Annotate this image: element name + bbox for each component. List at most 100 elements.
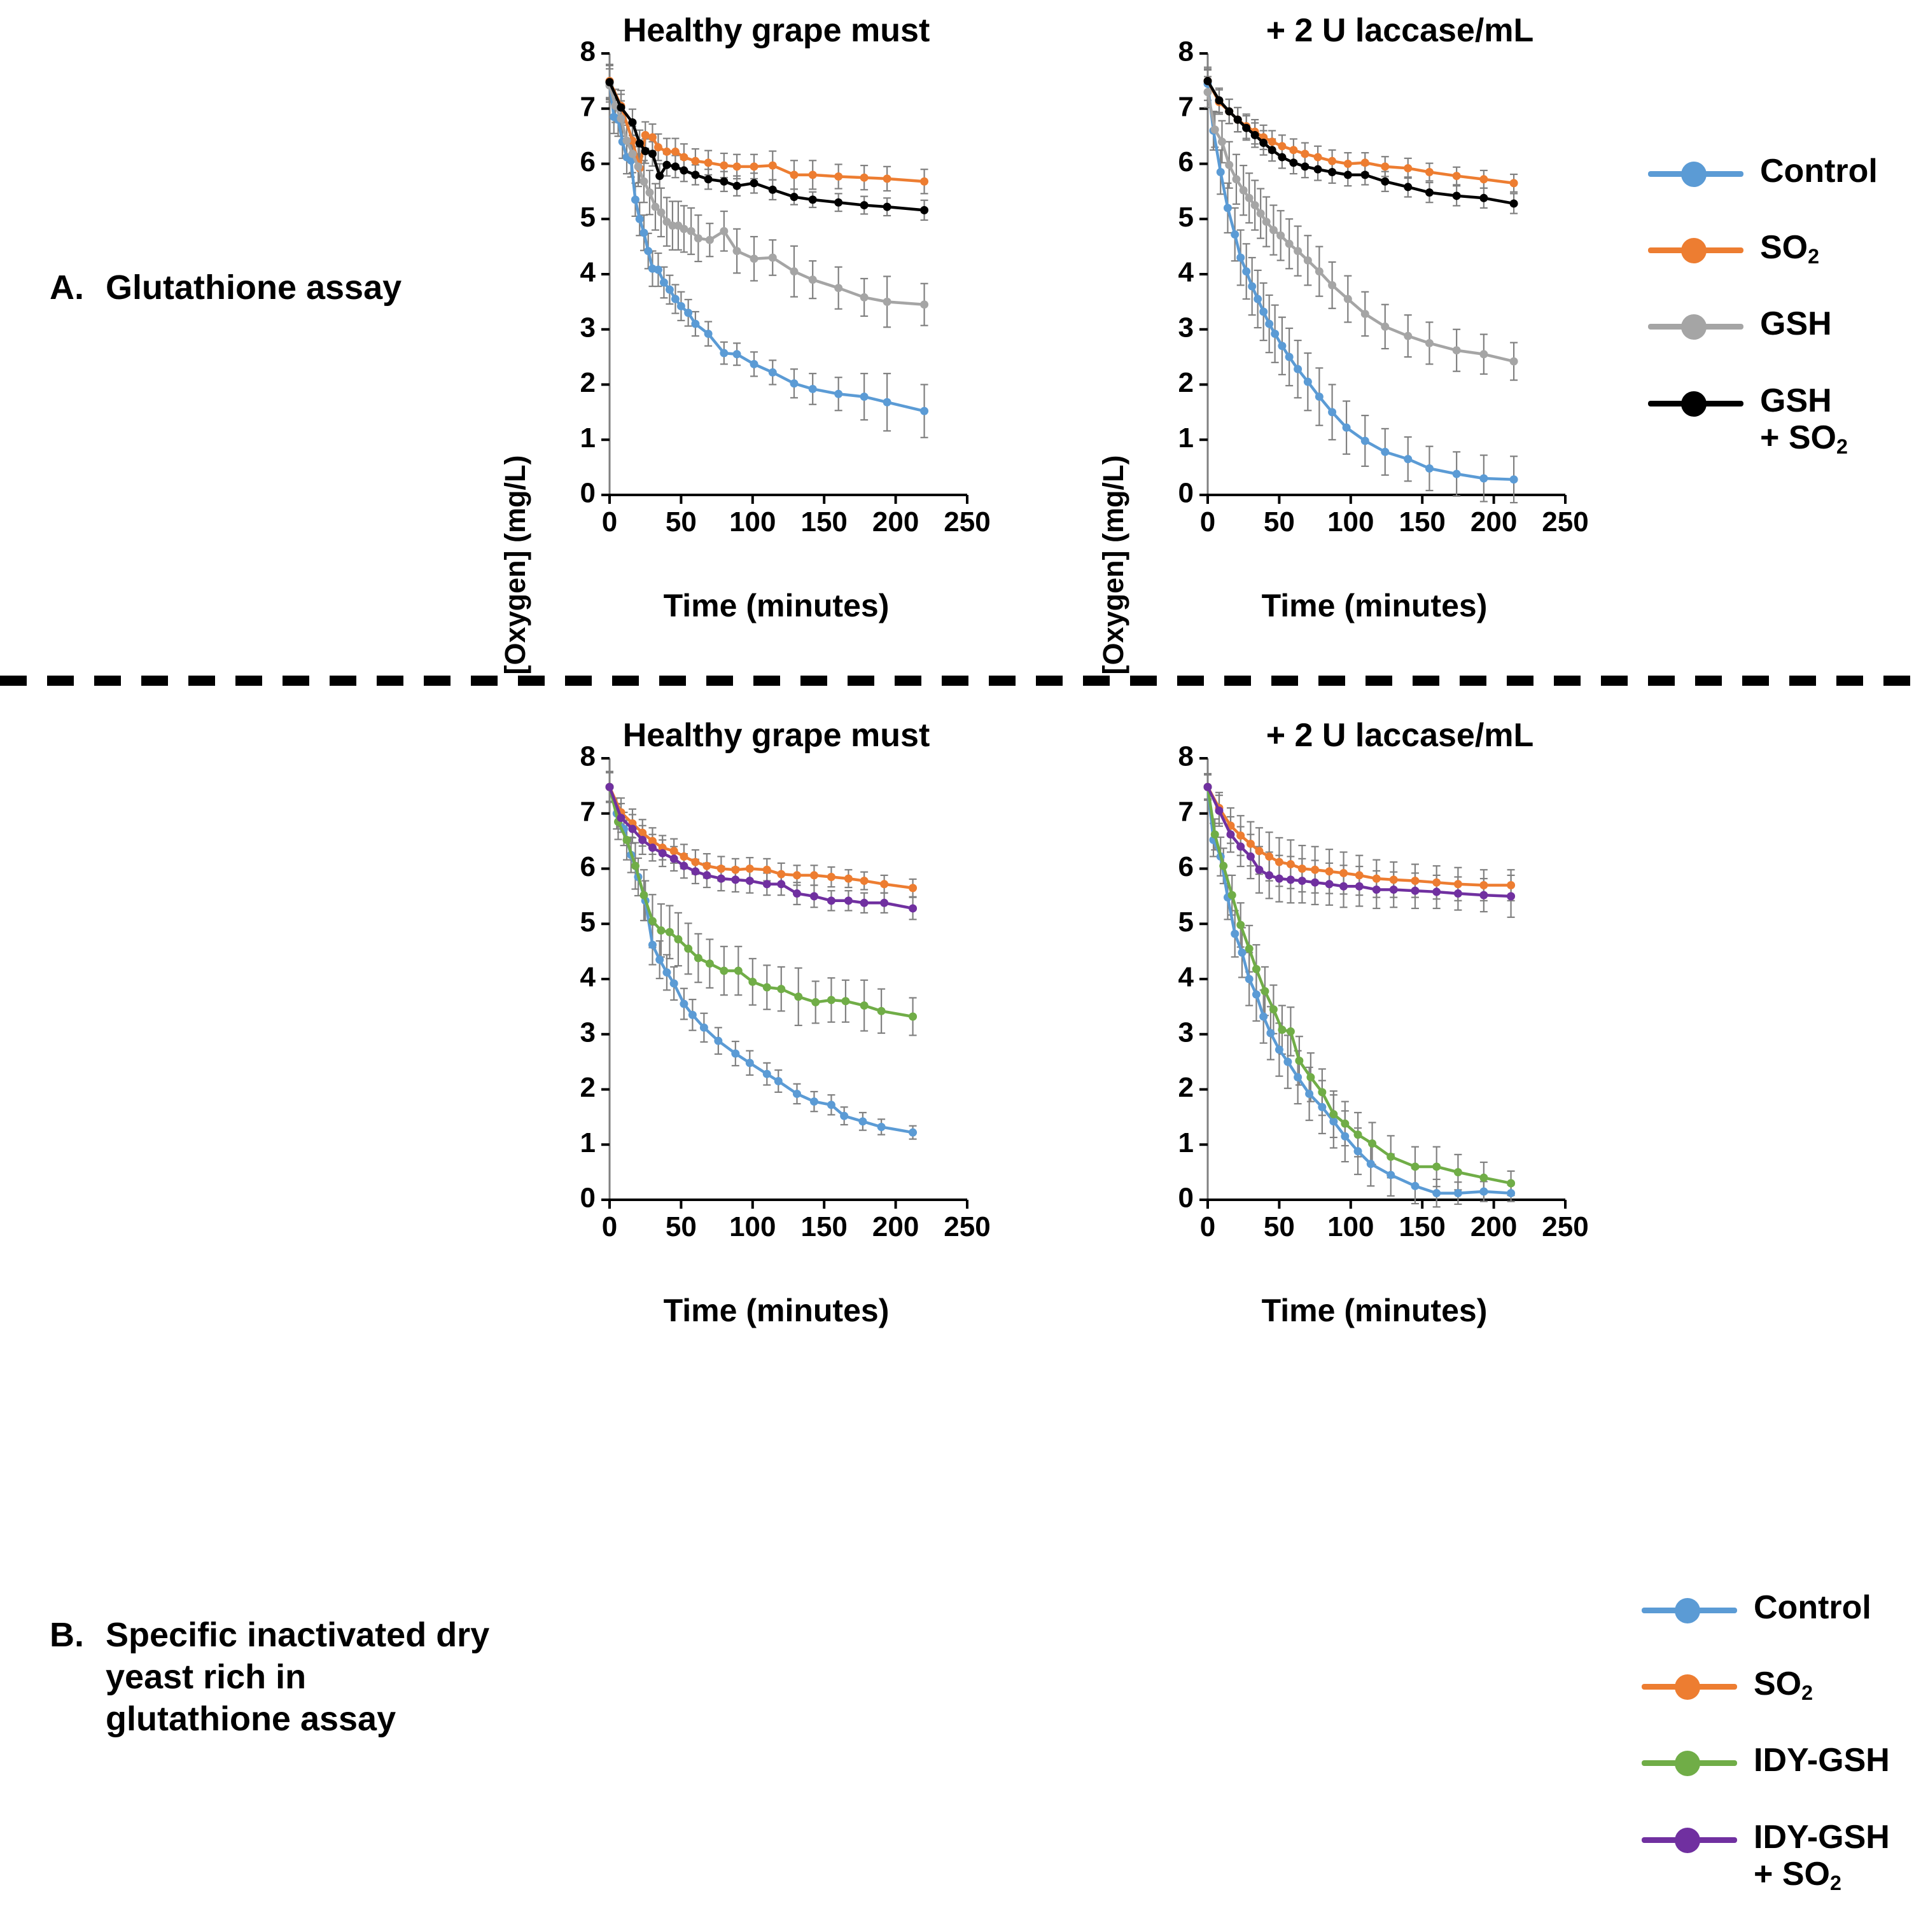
panel-a-label-text: Glutathione assay xyxy=(106,268,402,307)
x-tick-label: 150 xyxy=(800,506,847,538)
y-tick-label: 3 xyxy=(580,1017,596,1048)
data-series xyxy=(1203,782,1516,901)
error-bars xyxy=(606,64,928,195)
x-tick-label: 200 xyxy=(872,1211,919,1242)
x-tick-label: 0 xyxy=(1200,1211,1215,1242)
legend-label: IDY-GSH + SO2 xyxy=(1754,1818,1890,1894)
chart-a-left-title: Healthy grape must xyxy=(622,12,930,49)
legend-item[interactable]: GSH + SO2 xyxy=(1648,382,1915,458)
y-tick-label: 7 xyxy=(580,796,596,827)
x-tick-label: 250 xyxy=(1542,506,1588,538)
y-tick-label: 3 xyxy=(1178,1017,1194,1048)
legend-marker-icon xyxy=(1642,1593,1737,1626)
chart-a-right-title: + 2 U laccase/mL xyxy=(1266,12,1534,49)
legend-item[interactable]: Control xyxy=(1642,1589,1909,1626)
x-tick-label: 250 xyxy=(944,1211,990,1242)
legend-marker-icon xyxy=(1648,309,1743,342)
data-series xyxy=(605,782,918,913)
legend-item[interactable]: SO2 xyxy=(1642,1665,1909,1704)
data-series xyxy=(1203,80,1518,484)
legend-label: SO2 xyxy=(1754,1665,1813,1704)
y-tick-label: 0 xyxy=(580,1183,596,1214)
panel-a-letter: A. xyxy=(50,268,84,307)
data-series xyxy=(605,81,929,309)
legend-label: IDY-GSH xyxy=(1754,1742,1890,1779)
error-bars xyxy=(606,64,928,438)
y-axis-title: [Oxygen] (mg/L) xyxy=(1097,0,1135,38)
y-axis-title: [Oxygen] (mg/L) xyxy=(499,0,537,38)
x-tick-label: 150 xyxy=(1399,506,1445,538)
y-tick-label: 0 xyxy=(1178,1183,1194,1214)
legend-panel-a: Control SO2 GSH GSH + SO2 xyxy=(1648,153,1915,496)
error-bars xyxy=(1204,76,1518,381)
y-tick-label: 0 xyxy=(1178,478,1194,509)
legend-item[interactable]: IDY-GSH + SO2 xyxy=(1642,1818,1909,1894)
data-series xyxy=(1203,76,1518,208)
y-tick-label: 6 xyxy=(1178,146,1194,177)
y-tick-label: 1 xyxy=(580,422,596,454)
x-axis-title: Time (minutes) xyxy=(663,588,890,623)
x-tick-label: 250 xyxy=(944,506,990,538)
legend-marker-icon xyxy=(1642,1746,1737,1779)
data-series xyxy=(1203,782,1516,1198)
y-tick-label: 7 xyxy=(580,91,596,122)
y-tick-label: 4 xyxy=(580,257,596,288)
y-tick-label: 7 xyxy=(1178,91,1194,122)
y-tick-label: 3 xyxy=(1178,312,1194,343)
data-series xyxy=(605,782,918,1021)
legend-label: SO2 xyxy=(1760,229,1820,268)
legend-item[interactable]: SO2 xyxy=(1648,229,1915,268)
y-tick-label: 2 xyxy=(1178,1072,1194,1103)
legend-marker-icon xyxy=(1648,233,1743,266)
chart-a-right-plot: 0 1 2 3 4 5 6 7 8 0 50 100 150 200 250 xyxy=(1178,36,1589,538)
x-tick-label: 0 xyxy=(602,1211,617,1242)
y-tick-label: 4 xyxy=(1178,257,1194,288)
y-tick-label: 1 xyxy=(580,1127,596,1158)
panel-b: B. Specific inactivated dry yeast rich i… xyxy=(0,455,1928,1894)
x-tick-label: 0 xyxy=(602,506,617,538)
y-tick-label: 5 xyxy=(580,907,596,938)
y-tick-label: 4 xyxy=(1178,962,1194,993)
panel-b-label-text: Specific inactivated dry yeast rich in g… xyxy=(106,1616,490,1738)
legend-marker-icon xyxy=(1648,386,1743,419)
legend-marker-icon xyxy=(1642,1823,1737,1856)
data-series xyxy=(605,78,929,214)
legend-label: GSH + SO2 xyxy=(1760,382,1848,458)
y-tick-label: 6 xyxy=(580,146,596,177)
panel-b-label: B. Specific inactivated dry yeast rich i… xyxy=(50,1615,495,1741)
y-axis-title: [Oxygen] (mg/L) xyxy=(1097,455,1129,675)
y-tick-label: 5 xyxy=(1178,907,1194,938)
chart-a-left-plot: 0 1 2 3 4 5 6 7 8 0 50 100 150 200 250 xyxy=(580,36,991,538)
panel-a-label: A. Glutathione assay xyxy=(50,267,457,309)
y-tick-label: 1 xyxy=(1178,422,1194,454)
y-tick-label: 5 xyxy=(580,202,596,233)
x-tick-label: 150 xyxy=(800,1211,847,1242)
legend-panel-b: Control SO2 IDY-GSH IDY-GSH + SO2 xyxy=(1642,1589,1909,1932)
data-series xyxy=(1203,782,1516,1188)
chart-b-left: [Oxygen] (mg/L) Healthy grape must 0 1 2 3 4… xyxy=(499,455,1018,1366)
x-axis-title: Time (minutes) xyxy=(1261,588,1488,623)
chart-a-left: [Oxygen] (mg/L) Healthy grape must 01234… xyxy=(503,0,1018,662)
x-tick-label: 50 xyxy=(666,506,697,538)
chart-b-right: [Oxygen] (mg/L) + 2 U laccase/mL 0 1 2 3 4 5 6… xyxy=(1097,455,1616,1366)
legend-marker-icon xyxy=(1648,156,1743,190)
legend-label: GSH xyxy=(1760,305,1832,343)
y-tick-label: 6 xyxy=(1178,851,1194,882)
data-series xyxy=(605,78,929,415)
x-tick-label: 200 xyxy=(1470,1211,1517,1242)
x-tick-label: 50 xyxy=(1264,1211,1295,1242)
legend-item[interactable]: IDY-GSH xyxy=(1642,1742,1909,1779)
x-tick-label: 200 xyxy=(1470,506,1517,538)
legend-label: Control xyxy=(1754,1589,1871,1626)
legend-item[interactable]: Control xyxy=(1648,153,1915,190)
legend-label: Control xyxy=(1760,153,1878,190)
legend-item[interactable]: GSH xyxy=(1648,305,1915,342)
y-tick-label: 8 xyxy=(580,741,596,772)
x-tick-label: 150 xyxy=(1399,1211,1445,1242)
y-tick-label: 2 xyxy=(1178,367,1194,398)
y-tick-label: 4 xyxy=(580,962,596,993)
x-tick-label: 100 xyxy=(1327,1211,1374,1242)
data-series xyxy=(605,76,929,186)
y-tick-label: 8 xyxy=(1178,741,1194,772)
x-tick-label: 100 xyxy=(1327,506,1374,538)
